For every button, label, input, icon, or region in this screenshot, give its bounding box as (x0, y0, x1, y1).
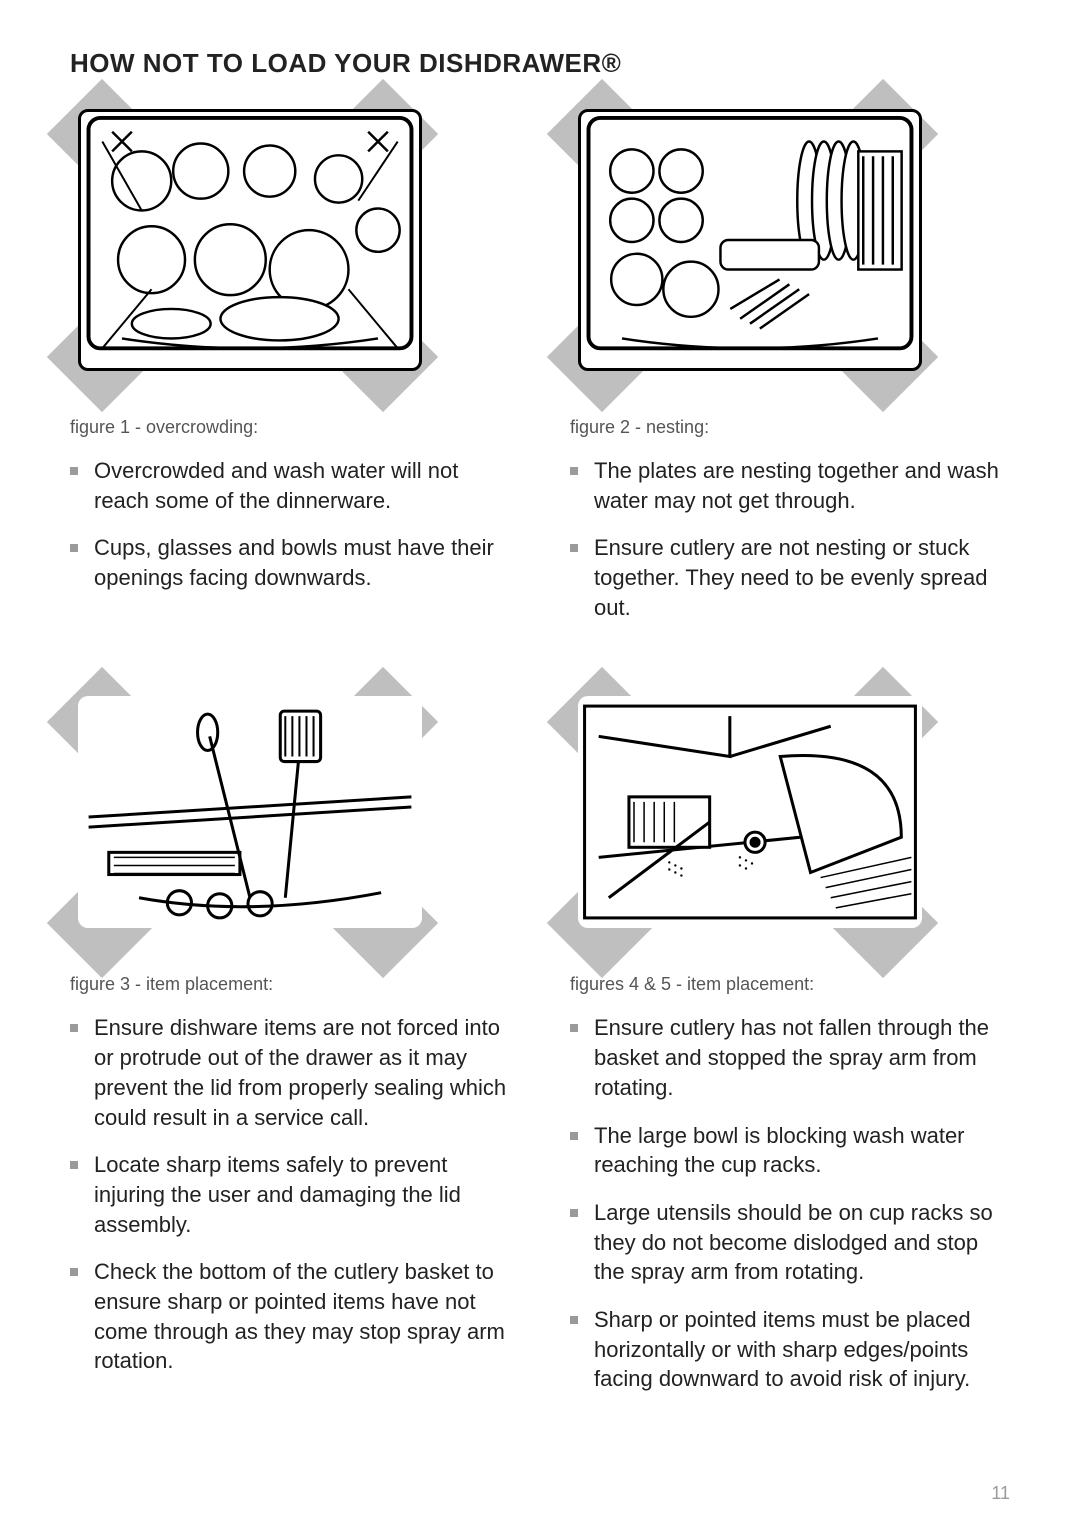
panel-fig2: figure 2 - nesting: The plates are nesti… (570, 101, 1010, 640)
list-item: Ensure cutlery has not fallen through th… (570, 1013, 1010, 1102)
figure-1 (70, 101, 430, 411)
bullets-fig45: Ensure cutlery has not fallen through th… (570, 1013, 1010, 1412)
figure-3 (70, 688, 430, 968)
list-item: Overcrowded and wash water will not reac… (70, 456, 510, 515)
figure-2 (570, 101, 930, 411)
caption-fig3: figure 3 - item placement: (70, 974, 510, 995)
caption-fig1: figure 1 - overcrowding: (70, 417, 510, 438)
caption-fig45: figures 4 & 5 - item placement: (570, 974, 1010, 995)
bullets-fig1: Overcrowded and wash water will not reac… (70, 456, 510, 611)
panel-fig1: figure 1 - overcrowding: Overcrowded and… (70, 101, 510, 640)
panel-fig3: figure 3 - item placement: Ensure dishwa… (70, 688, 510, 1412)
panels-grid: figure 1 - overcrowding: Overcrowded and… (70, 101, 1010, 1412)
panel-fig45: figures 4 & 5 - item placement: Ensure c… (570, 688, 1010, 1412)
illustration-overcrowded (78, 109, 422, 371)
list-item: Ensure cutlery are not nesting or stuck … (570, 533, 1010, 622)
bullets-fig3: Ensure dishware items are not forced int… (70, 1013, 510, 1394)
illustration-nesting (578, 109, 922, 371)
bullets-fig2: The plates are nesting together and wash… (570, 456, 1010, 640)
list-item: Large utensils should be on cup racks so… (570, 1198, 1010, 1287)
illustration-protruding (78, 696, 422, 928)
caption-fig2: figure 2 - nesting: (570, 417, 1010, 438)
list-item: Locate sharp items safely to prevent inj… (70, 1150, 510, 1239)
list-item: Cups, glasses and bowls must have their … (70, 533, 510, 592)
page-number: 11 (991, 1483, 1010, 1504)
list-item: The large bowl is blocking wash water re… (570, 1121, 1010, 1180)
illustration-spray-arm-block (578, 696, 922, 928)
list-item: Ensure dishware items are not forced int… (70, 1013, 510, 1132)
list-item: Sharp or pointed items must be placed ho… (570, 1305, 1010, 1394)
page-title: HOW NOT TO LOAD YOUR DISHDRAWER® (70, 48, 1010, 79)
list-item: The plates are nesting together and wash… (570, 456, 1010, 515)
figure-4-5 (570, 688, 930, 968)
list-item: Check the bottom of the cutlery basket t… (70, 1257, 510, 1376)
